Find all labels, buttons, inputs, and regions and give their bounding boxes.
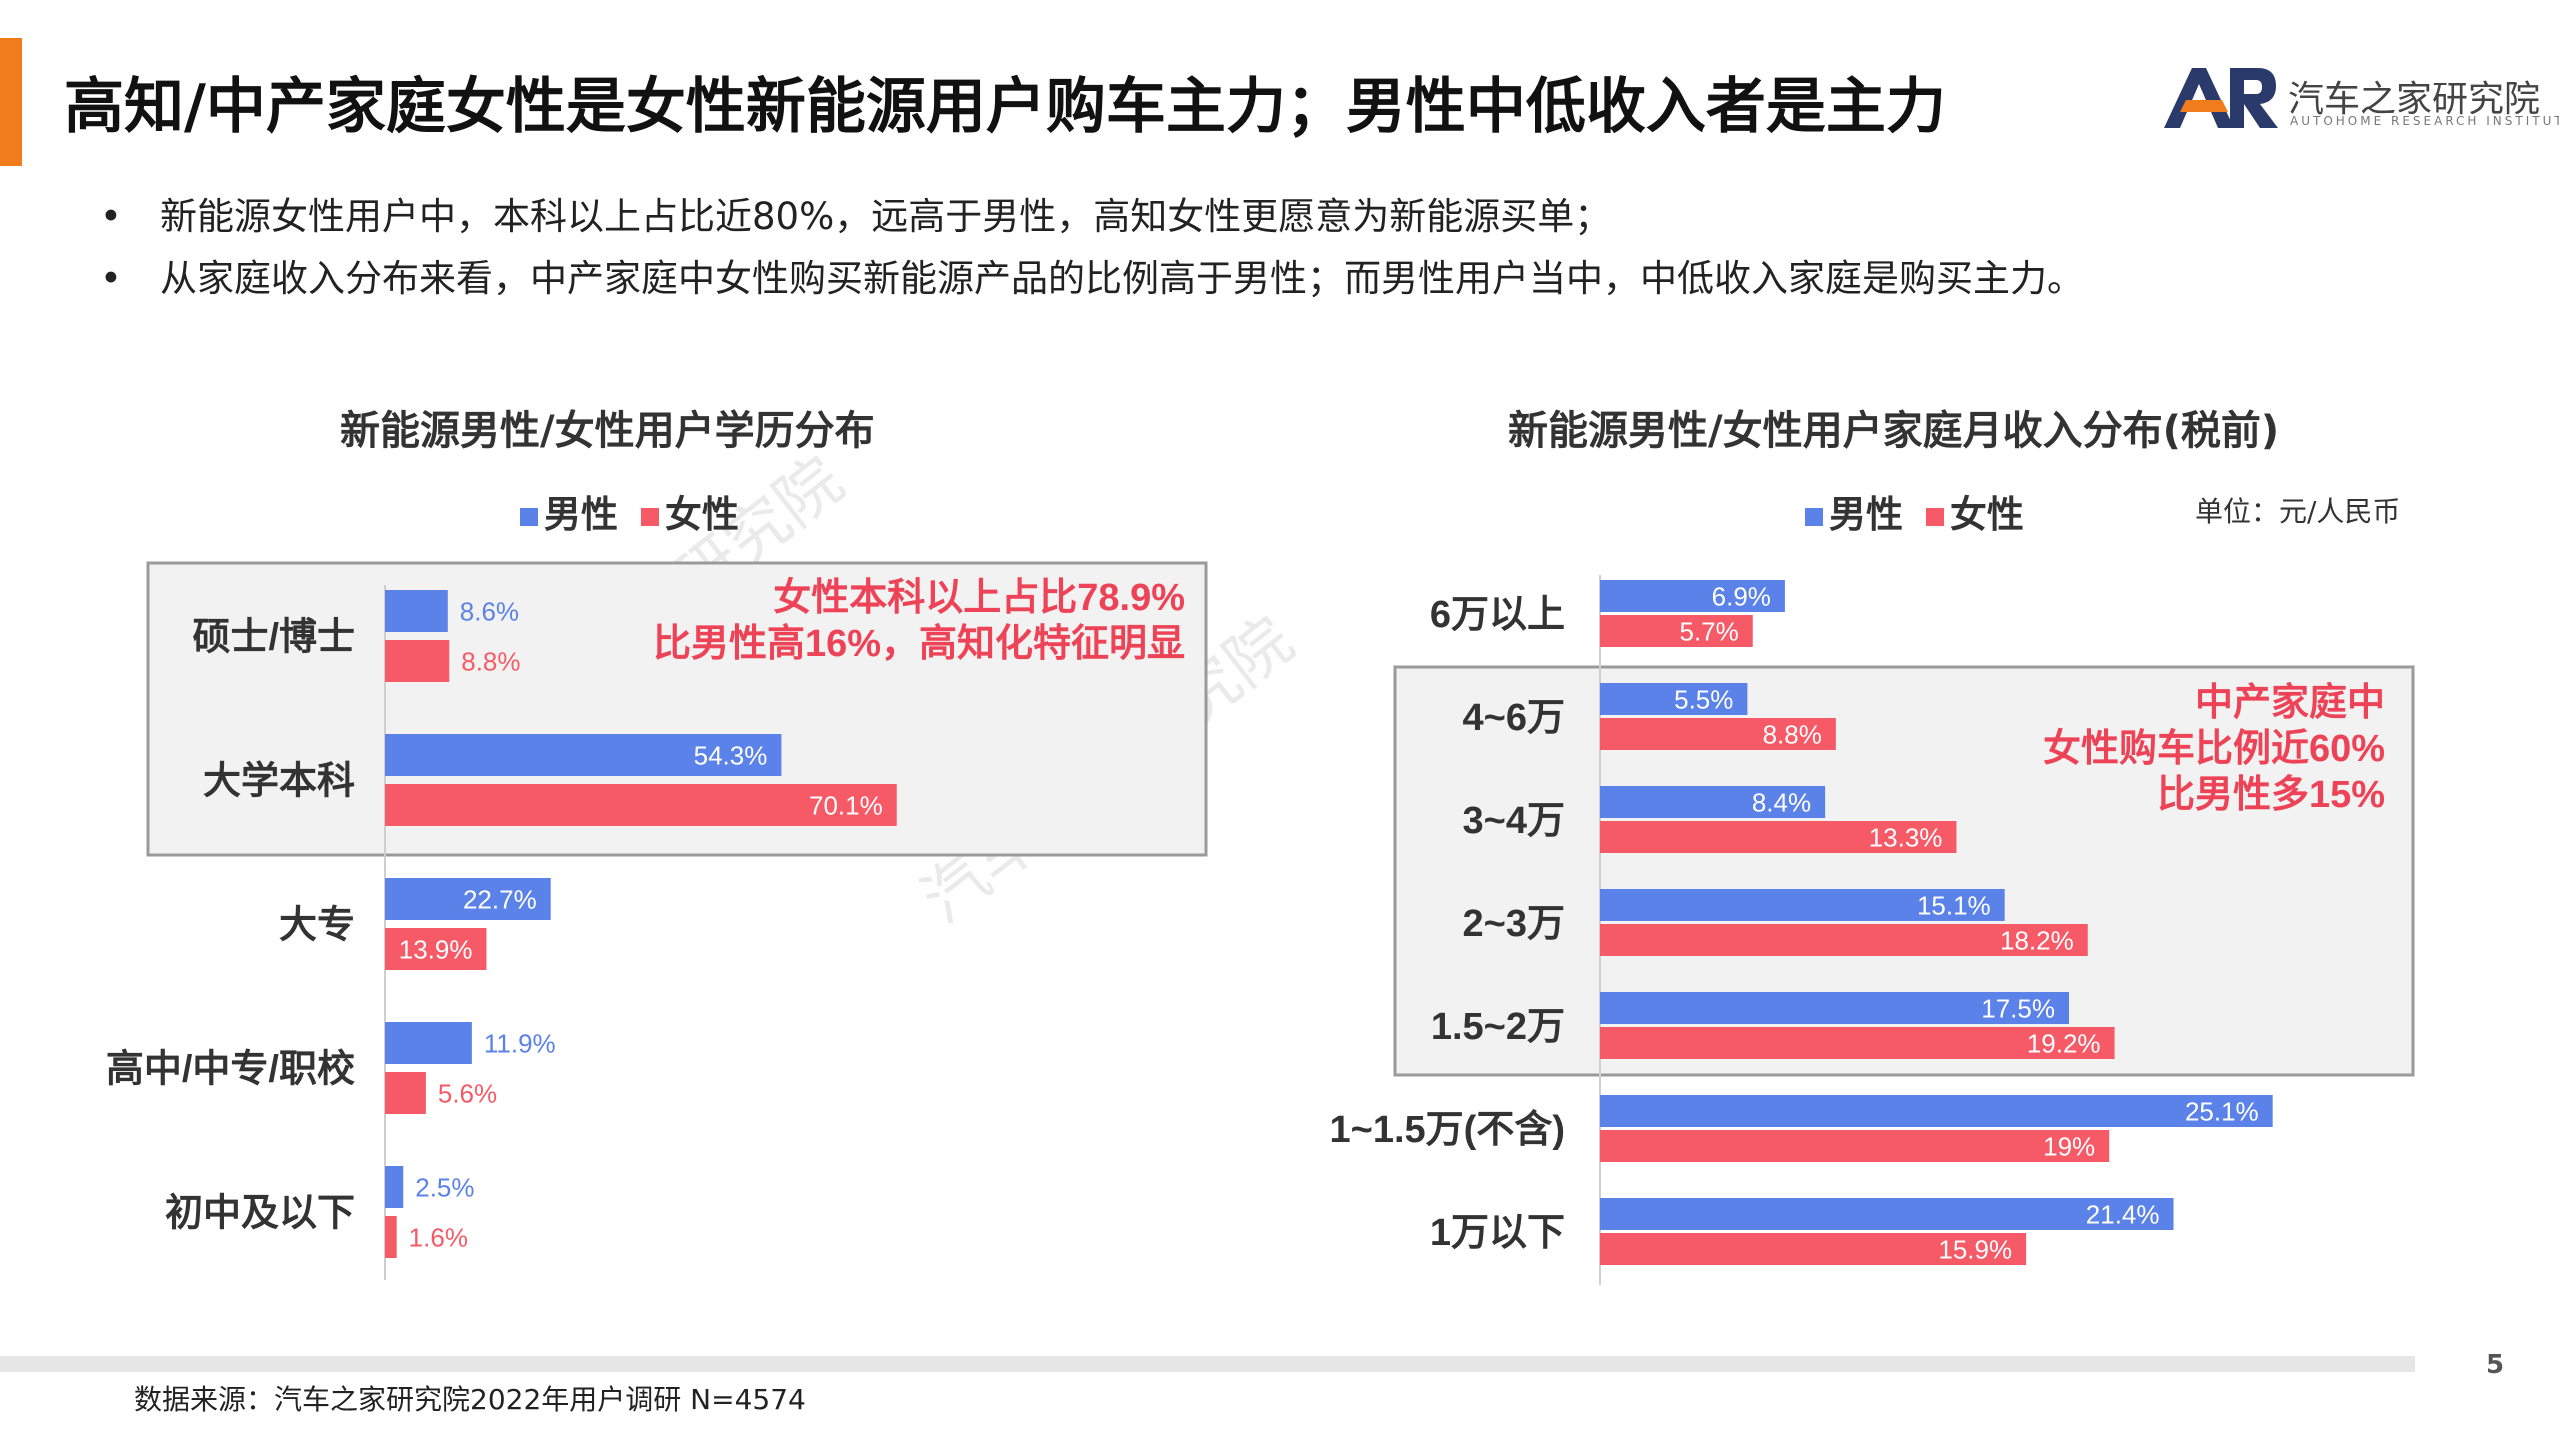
data-label: 22.7% <box>463 884 537 914</box>
bullet-marker: • <box>100 195 122 238</box>
title-accent-bar <box>0 38 22 166</box>
category-label: 3~4万 <box>1463 800 1565 842</box>
data-label: 8.6% <box>460 596 519 626</box>
legend-male-label: 男性 <box>1829 493 1903 536</box>
data-label: 8.4% <box>1752 787 1811 817</box>
logo-chinese-name: 汽车之家研究院 <box>2288 79 2541 120</box>
bar-male <box>1600 992 2069 1024</box>
bar-female <box>385 784 897 826</box>
bar-female <box>385 928 487 970</box>
data-label: 6.9% <box>1712 581 1771 611</box>
category-label: 2~3万 <box>1463 903 1565 945</box>
chart-annotation: 中产家庭中 <box>2195 681 2385 724</box>
chart-annotation: 比男性多15% <box>2157 774 2385 816</box>
bar-female <box>1600 718 1836 750</box>
bar-female <box>1600 1130 2110 1162</box>
bullet-marker: • <box>100 257 122 300</box>
bar-male <box>1600 683 1748 715</box>
category-label: 大专 <box>279 905 355 947</box>
data-label: 11.9% <box>484 1028 556 1058</box>
bar-male <box>385 590 448 632</box>
bullet-text: 新能源女性用户中，本科以上占比近80%，远高于男性，高知女性更愿意为新能源买单； <box>160 195 1612 238</box>
education-chart-title: 新能源男性/女性用户学历分布 <box>340 408 875 454</box>
category-label: 大学本科 <box>203 760 355 803</box>
slide-title: 高知/中产家庭女性是女性新能源用户购车主力；男性中低收入者是主力 <box>64 72 1946 142</box>
category-label: 6万以上 <box>1430 594 1565 636</box>
bullet-text: 从家庭收入分布来看，中产家庭中女性购买新能源产品的比例高于男性；而男性用户当中，… <box>160 257 2084 300</box>
education-chart-legend: 男性 女性 <box>510 484 739 538</box>
data-label: 19.2% <box>2027 1028 2101 1058</box>
data-label: 1.6% <box>409 1222 468 1252</box>
bar-female <box>385 1072 426 1114</box>
bar-male <box>385 734 782 776</box>
bar-female <box>1600 924 2088 956</box>
bar-female <box>1600 821 1957 853</box>
category-label: 1~1.5万(不含) <box>1330 1109 1565 1151</box>
data-label: 5.7% <box>1679 616 1738 646</box>
legend-female-label: 女性 <box>664 493 739 536</box>
logo-english-name: AUTOHOME RESEARCH INSTITUTE <box>2290 114 2559 128</box>
category-label: 初中及以下 <box>165 1193 355 1235</box>
bar-female <box>1600 615 1753 647</box>
legend-male-swatch <box>1805 507 1823 526</box>
income-chart-unit: 单位：元/人民币 <box>2195 495 2401 528</box>
chart-annotation: 女性本科以上占比78.9% <box>773 576 1185 619</box>
bullet-item: • 从家庭收入分布来看，中产家庭中女性购买新能源产品的比例高于男性；而男性用户当… <box>100 248 2084 310</box>
bar-female <box>1600 1027 2115 1059</box>
bar-male <box>385 1022 472 1064</box>
data-label: 17.5% <box>1981 993 2055 1023</box>
bar-male <box>385 878 551 920</box>
category-label: 高中/中专/职校 <box>106 1049 355 1091</box>
data-label: 2.5% <box>415 1172 474 1202</box>
legend-female-swatch <box>640 507 659 526</box>
data-label: 54.3% <box>694 740 768 770</box>
category-label: 4~6万 <box>1463 697 1565 739</box>
autohome-research-logo: 汽车之家研究院 AUTOHOME RESEARCH INSTITUTE <box>2160 62 2559 132</box>
bar-male <box>385 1166 404 1208</box>
data-label: 25.1% <box>2185 1096 2259 1126</box>
bar-male <box>1600 580 1785 612</box>
legend-female-swatch <box>1925 507 1944 526</box>
summary-bullets: • 新能源女性用户中，本科以上占比近80%，远高于男性，高知女性更愿意为新能源买… <box>100 186 2084 310</box>
footer-divider <box>0 1356 2415 1372</box>
data-label: 13.3% <box>1869 822 1943 852</box>
data-label: 5.5% <box>1674 684 1733 714</box>
bar-female <box>385 640 450 682</box>
data-label: 21.4% <box>2086 1199 2160 1229</box>
data-label: 5.6% <box>438 1078 497 1108</box>
legend-male-label: 男性 <box>544 493 618 536</box>
data-label: 15.1% <box>1917 890 1991 920</box>
income-chart-title: 新能源男性/女性用户家庭月收入分布(税前) <box>1508 408 2280 454</box>
bar-male <box>1600 786 1826 818</box>
ar-logo-icon <box>2164 68 2278 128</box>
bar-male <box>1600 1095 2273 1127</box>
data-label: 8.8% <box>461 646 520 676</box>
data-label: 8.8% <box>1763 719 1822 749</box>
category-label: 1万以下 <box>1430 1212 1565 1254</box>
bar-female <box>1600 1233 2027 1265</box>
legend-male-swatch <box>520 507 538 526</box>
data-label: 13.9% <box>399 934 473 964</box>
page-number: 5 <box>2486 1350 2505 1380</box>
category-label: 硕士/博士 <box>192 617 355 659</box>
chart-annotation: 女性购车比例近60% <box>2043 727 2385 770</box>
data-source: 数据来源：汽车之家研究院2022年用户调研 N=4574 <box>134 1383 806 1416</box>
income-chart-legend: 男性 女性 <box>1795 484 2024 538</box>
data-label: 19% <box>2043 1131 2095 1161</box>
data-label: 15.9% <box>1938 1234 2012 1264</box>
chart-annotation: 比男性高16%，高知化特征明显 <box>653 623 1185 665</box>
category-label: 1.5~2万 <box>1431 1006 1565 1048</box>
bar-female <box>385 1216 397 1258</box>
data-label: 70.1% <box>809 790 883 820</box>
bar-male <box>1600 889 2005 921</box>
legend-female-label: 女性 <box>1949 493 2024 536</box>
bar-male <box>1600 1198 2174 1230</box>
data-label: 18.2% <box>2000 925 2074 955</box>
bullet-item: • 新能源女性用户中，本科以上占比近80%，远高于男性，高知女性更愿意为新能源买… <box>100 186 2084 248</box>
